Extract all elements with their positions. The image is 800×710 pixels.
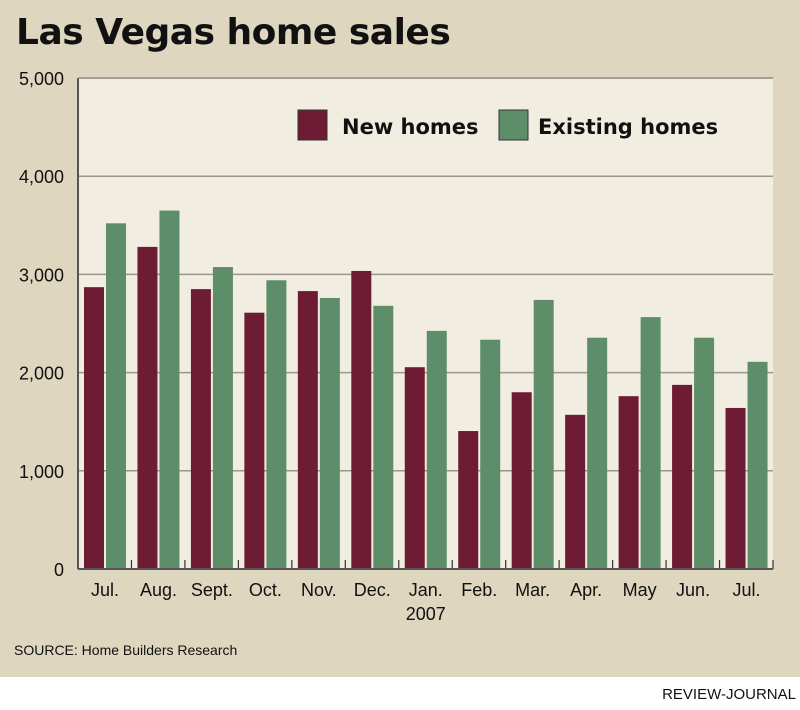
bar-new-homes [565,414,586,569]
bar-existing-homes [266,280,287,569]
legend-label-existing-homes: Existing homes [538,115,718,139]
x-tick-sublabel: 2007 [406,604,446,624]
bar-existing-homes [106,223,126,569]
legend: New homes Existing homes [297,109,718,141]
bar-new-homes [84,287,104,569]
y-tick-label: 0 [54,560,64,580]
y-tick-label: 1,000 [19,462,64,482]
bar-existing-homes [694,337,715,569]
y-tick-label: 5,000 [19,69,64,89]
publisher-credit: REVIEW-JOURNAL [662,686,796,703]
bar-new-homes [244,312,265,569]
x-tick-label: Feb. [461,580,497,600]
x-tick-label: Mar. [515,580,550,600]
bar-new-homes [511,392,532,569]
bar-existing-homes [640,317,661,569]
bar-existing-homes [747,361,768,569]
bar-existing-homes [533,299,554,569]
bar-existing-homes [587,337,608,569]
bar-existing-homes [426,330,447,569]
bar-new-homes [404,367,425,569]
x-tick-label: Aug. [140,580,177,600]
y-tick-label: 4,000 [19,167,64,187]
y-axis-ticks: 0 1,000 2,000 3,000 4,000 5,000 [19,69,64,580]
y-tick-label: 2,000 [19,364,64,384]
bar-existing-homes [212,267,233,569]
bar-existing-homes [373,305,394,569]
x-tick-label: Jun. [676,580,710,600]
x-tick-label: Jul. [733,580,761,600]
bar-existing-homes [480,339,501,569]
bar-new-homes [190,289,211,569]
bar-new-homes [137,246,158,570]
bar-new-homes [351,270,372,569]
bar-existing-homes [159,210,180,569]
x-tick-label: Sept. [191,580,233,600]
chart-title: Las Vegas home sales [16,12,451,53]
plot-area [78,78,773,569]
axes [77,77,774,570]
source-note: SOURCE: Home Builders Research [14,642,238,658]
bar-existing-homes [319,297,340,569]
legend-swatch-existing-homes [498,109,529,141]
x-tick-label: Jan. [409,580,443,600]
bar-new-homes [618,396,639,569]
bar-new-homes [458,431,479,569]
bars [84,210,768,570]
bar-new-homes [672,384,693,569]
x-axis-ticks: Jul. Aug. Sept. Oct. Nov. Dec. Jan. 2007 Feb. Mar… [91,580,761,624]
x-tick-label: May [623,580,657,600]
y-tick-label: 3,000 [19,265,64,285]
x-tick-label: Nov. [301,580,337,600]
bar-new-homes [725,407,746,569]
bar-new-homes [297,291,318,569]
x-tick-label: Apr. [570,580,602,600]
bar-chart: 0 1,000 2,000 3,000 4,000 5,000 Jul. Aug. Sept.… [19,69,774,624]
x-tick-label: Oct. [249,580,282,600]
x-tick-label: Jul. [91,580,119,600]
legend-label-new-homes: New homes [342,115,479,139]
legend-swatch-new-homes [297,109,328,141]
x-tick-label: Dec. [354,580,391,600]
